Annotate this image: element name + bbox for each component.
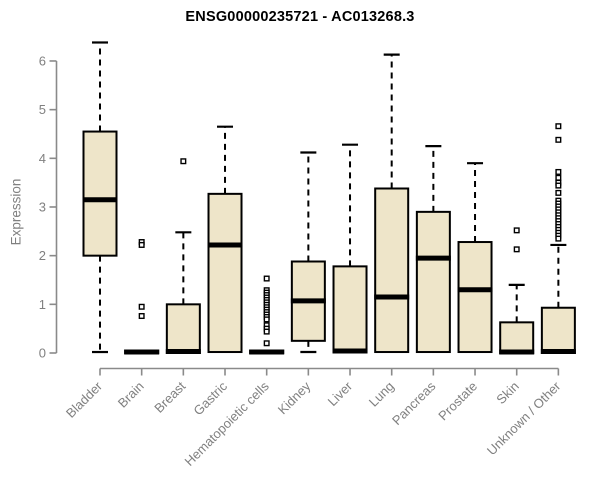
y-tick-label: 5 (39, 102, 46, 117)
x-category-label: Lung (366, 379, 397, 410)
y-tick-label: 1 (39, 297, 46, 312)
outlier-point (555, 182, 562, 189)
box-breast (165, 303, 201, 354)
y-tick-label: 2 (39, 248, 46, 263)
chart-title: ENSG00000235721 - AC013268.3 (185, 9, 415, 25)
x-category-label: Breast (151, 378, 188, 415)
outlier-point (513, 227, 520, 234)
box-pancreas (415, 210, 451, 354)
outlier-point (138, 313, 145, 320)
y-tick-label: 4 (39, 151, 46, 166)
outlier-point (263, 275, 270, 282)
box-lung (374, 187, 410, 354)
outlier-point (180, 158, 187, 165)
y-tick-label: 3 (39, 199, 46, 214)
outlier-point (555, 123, 562, 130)
box-bladder (82, 130, 118, 257)
outlier-point (555, 168, 562, 175)
box-skin (499, 321, 535, 354)
x-category-label: Liver (325, 378, 356, 409)
box-unknown-other (540, 306, 576, 355)
outlier-point (138, 303, 145, 310)
x-category-label: Brain (115, 379, 147, 411)
outlier-point (555, 136, 562, 143)
outlier-point (263, 316, 270, 323)
box-gastric (207, 192, 243, 354)
outlier-point (513, 246, 520, 253)
x-category-label: Bladder (63, 378, 106, 421)
x-category-label: Skin (493, 379, 521, 407)
x-category-label: Gastric (190, 378, 230, 418)
box-liver (332, 265, 368, 354)
x-category-label: Prostate (435, 379, 480, 424)
y-tick-label: 0 (39, 346, 46, 361)
outlier-point (263, 328, 270, 335)
x-category-label: Pancreas (389, 378, 439, 428)
x-category-label: Kidney (275, 378, 314, 417)
outlier-point (138, 241, 145, 248)
outlier-point (555, 235, 562, 242)
box-prostate (457, 241, 493, 354)
outlier-point (555, 189, 562, 196)
outlier-point (263, 340, 270, 347)
outlier-point (555, 174, 562, 181)
y-tick-label: 6 (39, 53, 46, 68)
x-category-label: Unknown / Other (484, 378, 564, 458)
